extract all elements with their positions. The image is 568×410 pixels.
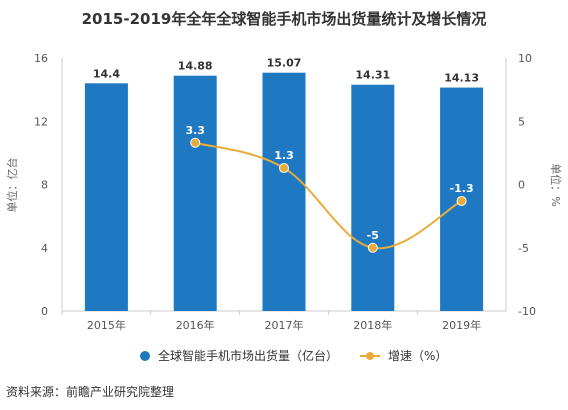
bar-series	[84, 72, 484, 312]
x-tick-label: 2017年	[265, 318, 304, 332]
y-left-tick-label: 0	[41, 305, 48, 318]
y-right-tick-label: 10	[518, 52, 532, 65]
line-point	[279, 163, 289, 174]
bar	[262, 72, 306, 311]
bar-value-labels: 14.4 14.88 15.07 14.31 14.13	[93, 57, 479, 85]
y-left-tick-label: 4	[41, 242, 48, 255]
legend-line-swatch	[360, 351, 380, 361]
line-value-label: -1.3	[450, 182, 474, 195]
chart-legend: 全球智能手机市场出货量（亿台） 增速（%）	[0, 347, 568, 365]
bar	[84, 83, 128, 311]
line-point	[190, 137, 201, 148]
bar-value-label: 14.88	[178, 60, 213, 73]
x-tick-label: 2019年	[442, 318, 481, 332]
line-value-label: 3.3	[185, 124, 205, 137]
legend-bar-swatch	[140, 350, 150, 361]
y-left-tick-label: 8	[41, 179, 48, 192]
bar	[351, 84, 395, 312]
x-tick-label: 2018年	[353, 318, 392, 332]
y-axis-right-label: 单位：%	[549, 163, 563, 206]
growth-line	[194, 141, 463, 250]
line-value-label: -5	[367, 229, 379, 242]
legend-label-shipments: 全球智能手机市场出货量（亿台）	[158, 349, 339, 363]
bar-value-label: 14.13	[444, 72, 479, 85]
x-tick-label: 2016年	[176, 318, 215, 332]
line-series	[190, 137, 467, 253]
y-right-tick-label: -10	[518, 305, 536, 318]
line-point	[367, 242, 378, 253]
x-tick-label: 2015年	[87, 318, 126, 332]
y-right-tick-label: 5	[518, 115, 525, 128]
line-value-labels: 3.3 1.3 -5 -1.3	[185, 124, 473, 242]
chart-title: 2015-2019年全年全球智能手机市场出货量统计及增长情况	[81, 10, 487, 28]
chart-axes: 0 4 8 12 16 -10 -5 0 5 10 2015年 2016年 2017年 2018年 2019…	[34, 52, 536, 332]
legend-item-growth: 增速（%）	[360, 347, 447, 364]
y-axis-left-label: 单位：亿台	[5, 158, 19, 213]
y-left-tick-label: 12	[34, 115, 48, 128]
legend-label-growth: 增速（%）	[388, 349, 448, 363]
line-point	[456, 195, 467, 206]
bar-value-label: 14.31	[355, 69, 390, 82]
bar	[173, 75, 217, 312]
line-value-label: 1.3	[274, 149, 294, 162]
y-left-tick-label: 16	[34, 52, 48, 65]
legend-item-shipments: 全球智能手机市场出货量（亿台）	[140, 347, 338, 364]
bar-value-label: 15.07	[267, 57, 302, 70]
bar-value-label: 14.4	[93, 67, 120, 80]
source-note: 资料来源：前瞻产业研究院整理	[6, 385, 175, 399]
y-right-tick-label: -5	[518, 242, 529, 255]
y-right-tick-label: 0	[518, 179, 525, 192]
